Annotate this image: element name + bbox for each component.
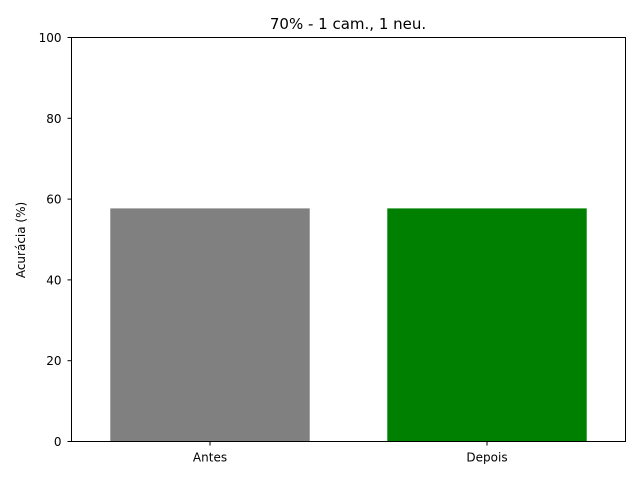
axes-frame: [71, 37, 626, 442]
y-tick-label: 60: [46, 193, 61, 207]
x-tick-label-depois: Depois: [466, 451, 507, 465]
y-axis-label: Acurácia (%): [14, 202, 28, 278]
y-tick-label: 20: [46, 354, 61, 368]
bars-layer: [110, 208, 587, 442]
y-tick-label: 0: [54, 435, 62, 449]
x-tick-label-antes: Antes: [193, 451, 227, 465]
y-tick-label: 80: [46, 112, 61, 126]
bar-antes: [110, 208, 310, 442]
y-tick-label: 100: [39, 31, 62, 45]
y-tick-label: 40: [46, 273, 61, 287]
y-axis: 0 20 40 60 80 100: [39, 31, 72, 449]
chart-title: 70% - 1 cam., 1 neu.: [270, 15, 426, 33]
bar-depois: [387, 208, 587, 442]
x-axis: Antes Depois: [193, 441, 508, 465]
